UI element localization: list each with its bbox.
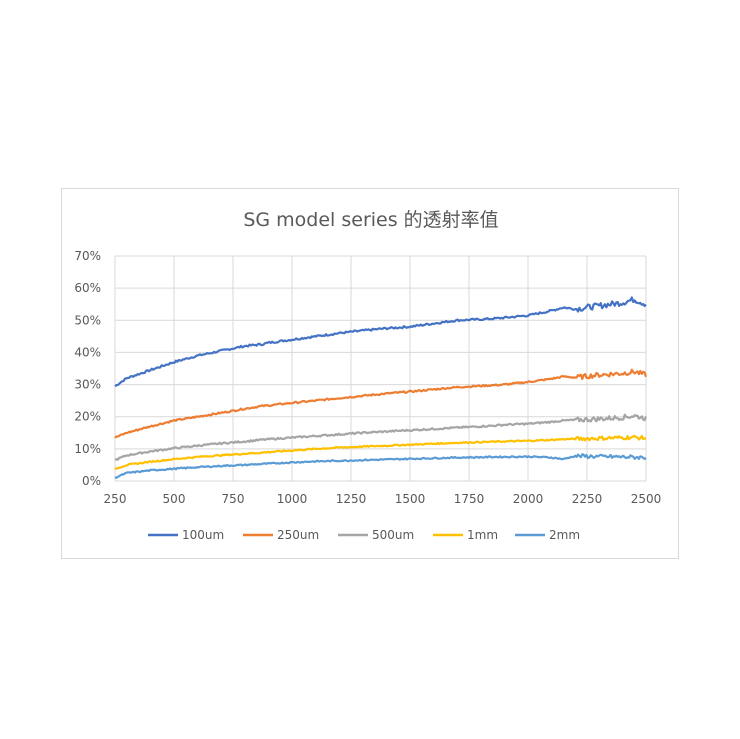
y-tick-label: 10% [74,442,101,456]
y-tick-label: 70% [74,249,101,263]
y-tick-label: 50% [74,313,101,327]
legend-item-500um: 500um [338,528,414,542]
y-tick-label: 20% [74,410,101,424]
x-tick-label: 1250 [336,492,367,506]
legend-item-1mm: 1mm [433,528,498,542]
legend-item-2mm: 2mm [515,528,580,542]
x-tick-label: 2000 [513,492,544,506]
x-tick-label: 1500 [395,492,426,506]
y-tick-label: 30% [74,378,101,392]
x-tick-label: 2500 [631,492,662,506]
legend-item-100um: 100um [148,528,224,542]
x-tick-label: 500 [163,492,186,506]
y-axis-tick-labels: 0% 10% 20% 30% 40% 50% 60% 70% [74,249,101,488]
y-tick-label: 40% [74,345,101,359]
chart-area: SG model series 的透射率值 0% 10% 20% 30% 40% 50% 6… [61,188,679,559]
x-tick-label: 1000 [277,492,308,506]
y-tick-label: 0% [82,474,101,488]
legend-label: 2mm [549,528,580,542]
series-line-2mm [114,453,647,479]
x-axis-tick-labels: 250 500 750 1000 1250 1500 1750 2000 2250 2500 [104,492,662,506]
series-line-1mm [114,434,646,470]
series-line-100um [114,296,647,388]
legend-label: 500um [372,528,414,542]
legend-label: 250um [277,528,319,542]
series-lines [114,296,648,479]
legend-label: 1mm [467,528,498,542]
legend-label: 100um [182,528,224,542]
x-tick-label: 750 [222,492,245,506]
y-tick-label: 60% [74,281,101,295]
chart-title: SG model series 的透射率值 [243,209,498,231]
x-tick-label: 250 [104,492,127,506]
line-chart: SG model series 的透射率值 0% 10% 20% 30% 40% 50% 6… [74,209,662,542]
series-line-250um [114,368,648,439]
series-line-500um [114,413,648,461]
legend-item-250um: 250um [243,528,319,542]
x-tick-label: 2250 [572,492,603,506]
legend: 100um 250um 500um 1mm 2mm [148,528,580,542]
x-tick-label: 1750 [454,492,485,506]
gridlines [114,255,647,482]
